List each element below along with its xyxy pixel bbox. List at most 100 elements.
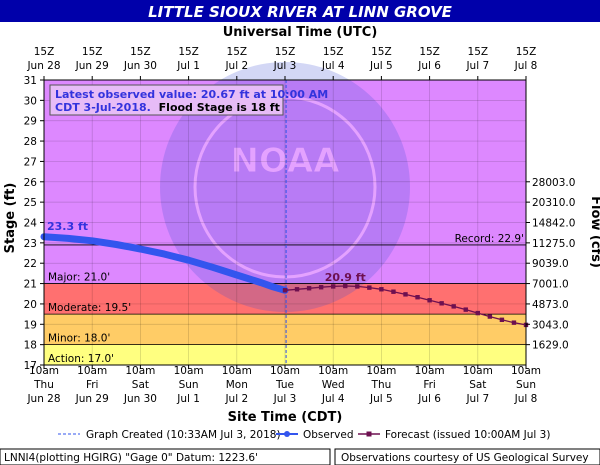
forecast-point-14 <box>451 304 456 309</box>
chart-title: LITTLE SIOUX RIVER AT LINN GROVE <box>148 3 453 21</box>
flow-axis-ticks: 1629.0 3043.0 4873.0 7001.0 9039.0 11275.0 148… <box>526 177 575 352</box>
legend-created-label: Graph Created (10:33AM Jul 3, 2018) <box>86 429 281 441</box>
utc-tick-date-4: Jul 2 <box>224 60 248 72</box>
stage-tick-label-9: 26 <box>24 177 38 189</box>
utc-tick-date-0: Jun 28 <box>26 60 60 72</box>
latest-value-date: CDT 3-Jul-2018. <box>55 101 151 114</box>
observed-peak-label: 23.3 ft <box>47 220 88 233</box>
observed-point-8 <box>234 272 240 278</box>
forecast-point-16 <box>475 310 480 316</box>
stage-tick-label-8: 25 <box>24 197 37 209</box>
utc-axis-ticks: 15Z Jun 28 15Z Jun 29 15Z Jun 30 15Z Jul 1 15Z Ju… <box>26 46 537 80</box>
observed-series <box>40 233 289 294</box>
flood-stage-text: Flood Stage is 18 ft <box>159 101 280 114</box>
local-tick-day-8: Fri <box>423 379 436 391</box>
local-tick-date-7: Jul 5 <box>369 393 393 405</box>
local-tick-hour-6: 10am <box>318 365 348 377</box>
forecast-point-8 <box>379 287 384 292</box>
title-banner <box>0 0 600 22</box>
stage-tick-label-13: 30 <box>24 95 37 107</box>
local-tick-date-9: Jul 7 <box>465 393 489 405</box>
local-tick-hour-0: 10am <box>29 365 59 377</box>
utc-tick-hour-6: 15Z <box>323 46 344 58</box>
local-tick-hour-8: 10am <box>415 365 445 377</box>
local-tick-hour-5: 10am <box>270 365 300 377</box>
local-tick-date-8: Jul 6 <box>417 393 441 405</box>
flow-tick-label-2: 4873.0 <box>532 299 569 311</box>
local-axis-ticks: 10am Thu Jun 28 10am Fri Jun 29 10am Sat Jun 30 1… <box>26 365 541 405</box>
footer-credit-text: Observations courtesy of US Geological S… <box>341 452 589 464</box>
local-tick-day-4: Mon <box>226 379 248 391</box>
stage-tick-label-1: 18 <box>24 340 37 352</box>
forecast-point-19 <box>511 320 517 325</box>
stage-axis-ticks: 17 18 19 20 21 22 23 24 25 26 27 28 29 30 31 <box>24 75 44 372</box>
utc-tick-date-7: Jul 5 <box>369 60 393 72</box>
forecast-point-11 <box>415 295 420 300</box>
band-0 <box>44 344 526 365</box>
observed-point-9 <box>258 280 264 286</box>
band-label-1: Minor: 18.0' <box>48 333 110 345</box>
local-tick-day-9: Sat <box>469 379 486 391</box>
utc-tick-hour-3: 15Z <box>178 46 199 58</box>
forecast-point-17 <box>487 314 493 319</box>
forecast-peak-label: 20.9 ft <box>325 271 366 284</box>
forecast-point-0 <box>282 288 288 293</box>
local-tick-day-3: Sun <box>179 379 199 391</box>
legend-forecast-label: Forecast (issued 10:00AM Jul 3) <box>385 429 550 441</box>
forecast-point-6 <box>355 284 360 289</box>
flow-tick-label-1: 3043.0 <box>532 319 569 331</box>
stage-tick-label-3: 20 <box>24 299 37 311</box>
forecast-point-4 <box>331 284 336 289</box>
utc-tick-hour-5: 15Z <box>275 46 296 58</box>
local-tick-hour-3: 10am <box>174 365 204 377</box>
utc-tick-hour-0: 15Z <box>34 46 55 58</box>
observed-point-1 <box>65 235 71 241</box>
flow-axis-title: Flow (cfs) <box>588 196 600 268</box>
stage-tick-label-6: 23 <box>24 238 37 250</box>
stage-tick-label-11: 28 <box>24 136 37 148</box>
legend-observed-marker <box>284 431 290 437</box>
stage-tick-label-7: 24 <box>24 218 38 230</box>
footer-datum-text: LNNI4(plotting HGIRG) "Gage 0" Datum: 12… <box>4 452 258 464</box>
band-label-2: Moderate: 19.5' <box>48 302 131 314</box>
utc-tick-hour-2: 15Z <box>130 46 151 58</box>
forecast-point-5 <box>343 283 348 289</box>
utc-tick-hour-9: 15Z <box>468 46 489 58</box>
forecast-point-12 <box>427 298 432 303</box>
footer-left-box <box>0 448 331 465</box>
utc-tick-date-6: Jul 4 <box>321 60 345 72</box>
stage-axis-title: Stage (ft) <box>3 183 18 254</box>
utc-tick-hour-1: 15Z <box>82 46 103 58</box>
utc-tick-date-10: Jul 8 <box>514 60 538 72</box>
utc-tick-date-5: Jul 3 <box>273 60 297 72</box>
stage-tick-label-12: 29 <box>24 116 37 128</box>
forecast-point-13 <box>439 301 444 306</box>
local-tick-day-2: Sat <box>132 379 149 391</box>
utc-tick-hour-8: 15Z <box>419 46 440 58</box>
flow-tick-label-6: 14842.0 <box>532 218 575 230</box>
utc-tick-date-2: Jun 30 <box>123 60 157 72</box>
latest-value-line2: CDT 3-Jul-2018. Flood Stage is 18 ft <box>55 101 280 114</box>
bottom-axis-title: Site Time (CDT) <box>228 410 343 425</box>
forecast-point-15 <box>463 307 468 312</box>
stage-tick-label-5: 22 <box>24 258 37 270</box>
forecast-point-2 <box>306 286 312 291</box>
flow-tick-label-4: 9039.0 <box>532 258 569 270</box>
latest-value-line1: Latest observed value: 20.67 ft at 10:00… <box>55 88 328 101</box>
flow-tick-label-3: 7001.0 <box>532 279 569 291</box>
stage-tick-label-4: 21 <box>24 279 37 291</box>
legend-forecast-marker <box>366 431 372 437</box>
band-label-3: Major: 21.0' <box>48 272 110 284</box>
local-tick-date-0: Jun 28 <box>26 393 60 405</box>
local-tick-day-5: Tue <box>275 379 294 391</box>
local-tick-day-10: Sun <box>516 379 536 391</box>
stage-tick-label-14: 31 <box>24 75 37 87</box>
utc-tick-hour-4: 15Z <box>227 46 248 58</box>
forecast-point-1 <box>294 287 300 292</box>
observed-point-7 <box>210 264 216 270</box>
flood-category-bands <box>44 80 526 365</box>
forecast-point-18 <box>499 317 505 323</box>
forecast-point-9 <box>391 289 396 294</box>
flow-tick-label-5: 11275.0 <box>532 238 575 250</box>
stage-tick-label-10: 27 <box>24 156 37 168</box>
